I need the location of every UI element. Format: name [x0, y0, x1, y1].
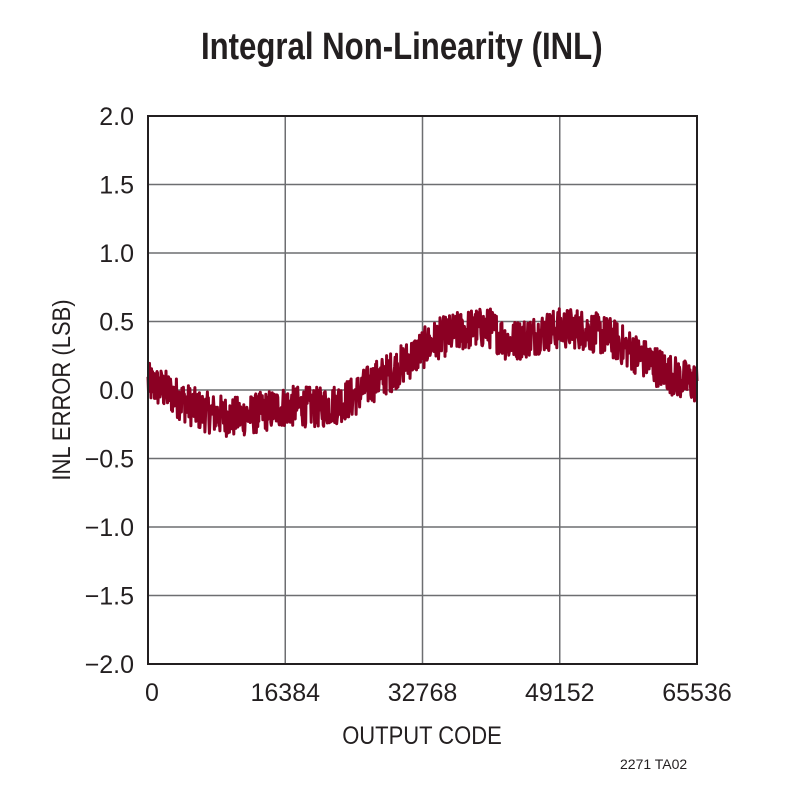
y-tick-label: −2.0 — [85, 651, 134, 679]
x-tick-labels: 0 16384 32768 49152 65536 — [145, 679, 732, 707]
y-tick-label: −0.5 — [85, 446, 134, 474]
y-tick-labels: 2.0 1.5 1.0 0.5 0.0 −0.5 −1.0 −1.5 −2.0 — [85, 103, 134, 679]
y-tick-label: 2.0 — [99, 103, 134, 131]
y-tick-label: 0.5 — [99, 309, 134, 337]
x-tick-label: 32768 — [388, 679, 458, 707]
x-tick-label: 49152 — [525, 679, 595, 707]
x-tick-label: 16384 — [250, 679, 320, 707]
x-axis-label: OUTPUT CODE — [342, 722, 502, 750]
y-tick-label: 0.0 — [99, 377, 134, 405]
grid-lines — [148, 116, 697, 664]
y-tick-label: −1.0 — [85, 514, 134, 542]
y-axis-label: INL ERROR (LSB) — [48, 299, 76, 480]
chart-title: Integral Non-Linearity (INL) — [200, 26, 603, 68]
y-tick-label: −1.5 — [85, 583, 134, 611]
x-tick-label: 0 — [145, 679, 159, 707]
series-layer — [146, 307, 699, 438]
inl-series-line — [146, 307, 699, 438]
y-tick-label: 1.0 — [99, 240, 134, 268]
x-tick-label: 65536 — [662, 679, 732, 707]
plot-frame — [147, 115, 698, 665]
y-tick-label: 1.5 — [99, 172, 134, 200]
figure-id: 2271 TA02 — [620, 756, 688, 772]
